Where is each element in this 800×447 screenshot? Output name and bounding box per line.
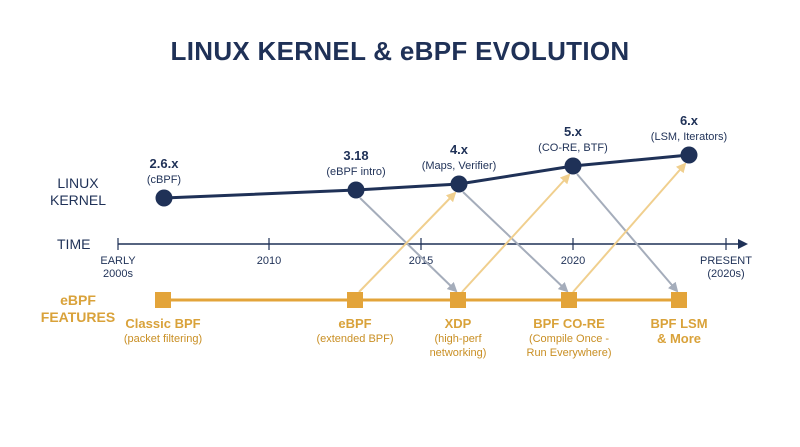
feature-name: Classic BPF — [125, 316, 200, 331]
kernel-version-detail: (eBPF intro) — [326, 166, 385, 178]
kernel-nodes: 2.6.x (cBPF) 3.18 (eBPF intro) 4.x (Maps, Ver… — [147, 113, 727, 207]
kernel-version-node — [155, 189, 173, 207]
kernel-version-label: 2.6.x — [150, 156, 180, 171]
feature-to-kernel-arrow — [461, 173, 571, 293]
time-tick-label: 2000s — [103, 268, 133, 280]
feature-node — [347, 292, 363, 308]
kernel-version-node — [450, 175, 468, 193]
feature-name: BPF LSM — [650, 316, 707, 331]
page-title: LINUX KERNEL & eBPF EVOLUTION — [171, 36, 630, 66]
feature-detail: (high-perf — [434, 333, 482, 345]
feature-detail: (extended BPF) — [316, 333, 393, 345]
feature-node — [561, 292, 577, 308]
feature-name: BPF CO-RE — [533, 316, 605, 331]
time-tick-label: PRESENT — [700, 255, 752, 267]
feature-name: XDP — [445, 316, 472, 331]
feature-detail: (packet filtering) — [124, 333, 202, 345]
feature-node — [155, 292, 171, 308]
row-label-time: TIME — [57, 236, 90, 252]
feature-name: eBPF — [338, 316, 371, 331]
feature-detail: networking) — [430, 347, 487, 359]
kernel-version-detail: (CO-RE, BTF) — [538, 142, 608, 154]
kernel-version-node — [680, 146, 698, 164]
feature-detail: Run Everywhere) — [527, 347, 612, 359]
time-tick-label: 2020 — [561, 255, 585, 267]
time-tick-label: (2020s) — [707, 268, 744, 280]
feature-to-kernel-arrow — [358, 191, 457, 293]
row-label-kernel-line-2: KERNEL — [50, 192, 106, 208]
kernel-version-detail: (Maps, Verifier) — [422, 160, 497, 172]
feature-node — [671, 292, 687, 308]
feature-to-kernel-arrow — [572, 162, 687, 293]
kernel-to-feature-arrow — [359, 197, 458, 293]
time-tick-label: EARLY — [100, 255, 136, 267]
connectors — [358, 162, 687, 293]
kernel-version-label: 3.18 — [343, 148, 368, 163]
kernel-version-label: 4.x — [450, 142, 469, 157]
feature-node — [450, 292, 466, 308]
kernel-version-detail: (LSM, Iterators) — [651, 131, 727, 143]
kernel-version-node — [564, 157, 582, 175]
feature-name: & More — [657, 331, 701, 346]
kernel-to-feature-arrow — [462, 191, 569, 293]
kernel-to-feature-arrow — [576, 173, 679, 293]
time-tick-label: 2010 — [257, 255, 281, 267]
feature-nodes: Classic BPF (packet filtering) eBPF (extend… — [124, 292, 708, 359]
kernel-version-label: 5.x — [564, 124, 583, 139]
kernel-version-node — [347, 181, 365, 199]
kernel-version-detail: (cBPF) — [147, 174, 181, 186]
kernel-version-label: 6.x — [680, 113, 699, 128]
feature-detail: (Compile Once - — [529, 333, 609, 345]
row-label-features-line-2: FEATURES — [41, 309, 115, 325]
row-label-features-line-1: eBPF — [60, 292, 96, 308]
row-label-kernel-line-1: LINUX — [57, 175, 99, 191]
